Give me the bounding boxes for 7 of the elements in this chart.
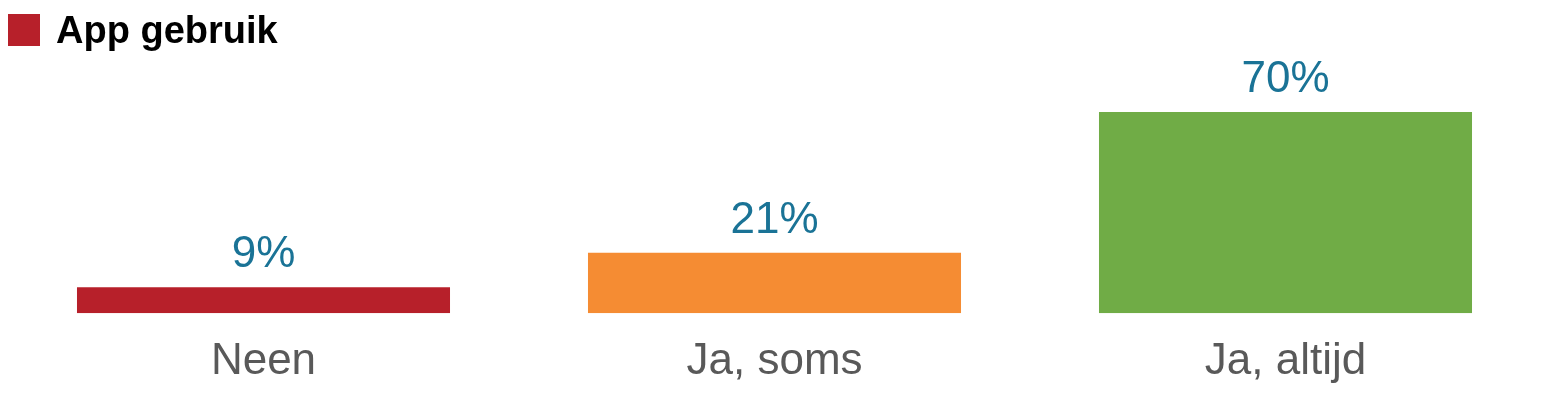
chart-title: App gebruik bbox=[56, 8, 278, 52]
data-label: 21% bbox=[730, 192, 819, 242]
x-tick-label: Neen bbox=[210, 333, 317, 383]
data-label: 70% bbox=[1241, 52, 1330, 102]
x-tick-label: Ja, altijd bbox=[1204, 333, 1367, 383]
data-label: 9% bbox=[231, 227, 296, 277]
x-tick-label: Ja, soms bbox=[686, 333, 863, 383]
